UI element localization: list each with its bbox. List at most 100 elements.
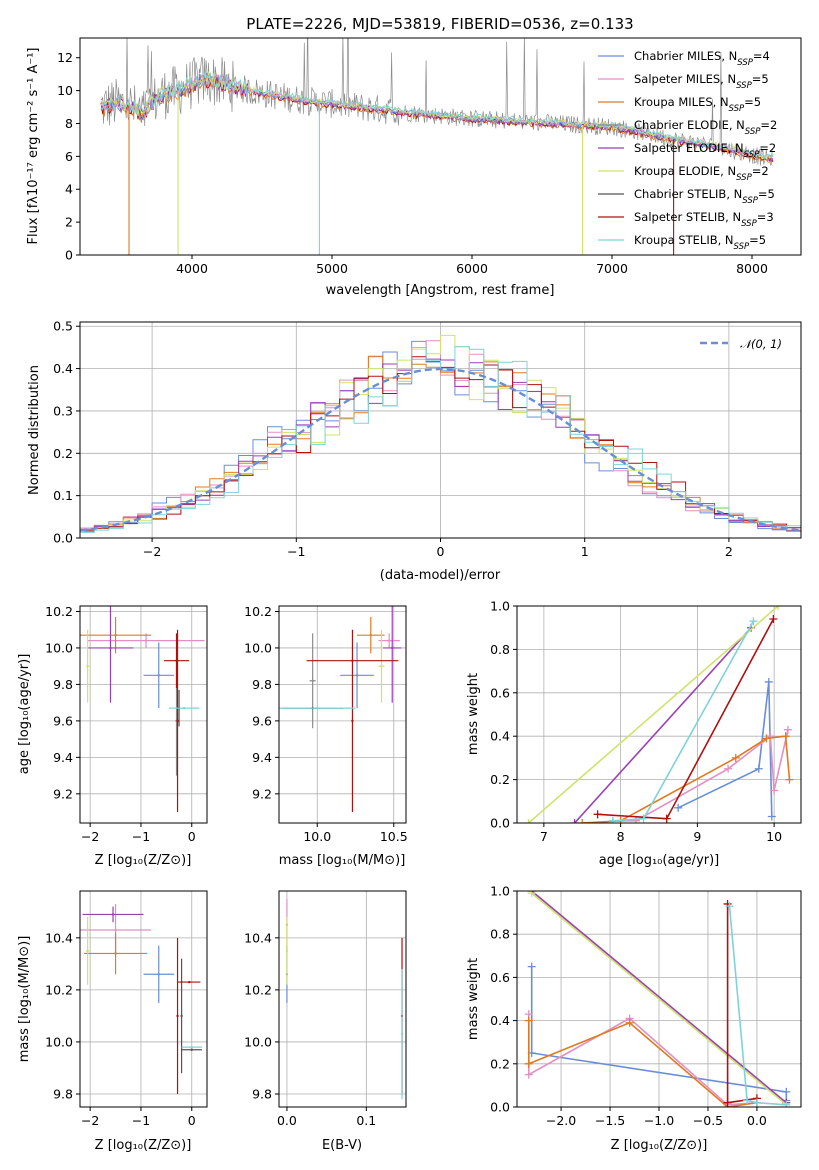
weight_vs_age-ytick-label-1: 0.2	[490, 772, 510, 787]
mass_vs_ebv-ytick-label-2: 10.2	[244, 982, 272, 997]
age-vs-mass-plot-area	[279, 606, 406, 823]
weight_vs_age-marker-kroupa_miles-0	[578, 819, 587, 823]
mass_vs_Z-ytick-label-0: 9.8	[53, 1086, 73, 1101]
age_vs_Z-xtick-label-2: 0	[188, 829, 196, 844]
weight_vs_age-marker-salpeter_miles-5	[783, 725, 792, 734]
spectrum-ylabel: Flux [fλ10⁻¹⁷ erg cm⁻² s⁻¹ A⁻¹]	[26, 48, 41, 245]
weight_vs_age-marker-chabrier_miles-3	[767, 812, 776, 821]
age_vs_mass-point-2	[369, 633, 373, 637]
residuals-xtick-label-3: 1	[581, 544, 589, 559]
weight_vs_age-marker-salpeter_elodie-0	[570, 819, 579, 823]
weight_vs_Z-marker-kroupa_stelib-2	[752, 1098, 761, 1107]
residual-plot-area	[80, 322, 801, 538]
spectrum-panel: PLATE=2226, MJD=53819, FIBERID=0536, z=0…	[26, 15, 802, 298]
weight_vs_age-line-kroupa_stelib	[612, 620, 755, 822]
weight-vs-age-ylabel: mass weight	[466, 673, 481, 755]
age_vs_Z-ytick-label-4: 10.0	[45, 640, 73, 655]
spectrum-legend-label-7: Salpeter STELIB, NSSP=3	[634, 210, 774, 229]
weight_vs_age-ytick-label-3: 0.6	[490, 685, 510, 700]
weight_vs_Z-line-kroupa_stelib	[728, 906, 787, 1106]
weight_vs_age-line-salpeter_miles	[612, 729, 789, 822]
residual-hist-salpeter_elodie	[80, 347, 801, 532]
weight_vs_Z-ytick-label-3: 0.6	[490, 970, 510, 985]
spectrum-model-kroupa_stelib	[100, 70, 774, 160]
mass-vs-metallicity-ylabel: mass [log₁₀(M/M⊙)]	[17, 936, 32, 1063]
weight_vs_age-ytick-label-5: 1.0	[490, 599, 510, 614]
age_vs_Z-point-8	[176, 719, 179, 723]
mass_vs_ebv-ytick-label-1: 10.0	[244, 1034, 272, 1049]
weight-vs-metallicity-xlabel: Z [log₁₀(Z/Z⊙)]	[611, 1138, 708, 1153]
weight_vs_age-marker-chabrier_miles-1	[754, 764, 763, 773]
weight_vs_Z-marker-kroupa_miles-0	[524, 1016, 533, 1025]
spectrum-xlabel: wavelength [Angstrom, rest frame]	[326, 283, 555, 298]
weight_vs_Z-xtick-label-1: −1.5	[595, 1113, 625, 1128]
residual-ylabel: Normed distribution	[27, 365, 42, 495]
weight-vs-age-axes-frame	[516, 605, 802, 824]
mass-vs-metallicity-panel: Z [log₁₀(Z/Z⊙)] mass [log₁₀(M/M⊙)] −2 −1 0…	[17, 890, 208, 1153]
age_vs_mass-xtick-label-1: 10.5	[380, 829, 408, 844]
spectrum-ytick-label-3: 6	[65, 149, 73, 164]
residuals-ytick-label-2: 0.2	[53, 446, 73, 461]
weight_vs_age-marker-salpeter_miles-1	[631, 816, 640, 823]
mass_vs_Z-ytick-label-1: 10.0	[45, 1034, 73, 1049]
residual-xlabel: (data-model)/error	[380, 568, 501, 583]
mass-vs-metallicity-axes-frame	[79, 890, 208, 1108]
mass_vs_Z-point-7	[188, 980, 191, 984]
spectrum-legend-label-8: Kroupa STELIB, NSSP=5	[634, 233, 766, 252]
mass_vs_Z-ytick-label-2: 10.2	[45, 982, 73, 997]
mass_vs_Z-point-1	[114, 928, 117, 932]
weight_vs_Z-xtick-label-4: 0.0	[747, 1113, 767, 1128]
weight_vs_Z-marker-chabrier_miles-0	[527, 962, 536, 971]
age_vs_Z-ytick-label-0: 9.2	[53, 786, 73, 801]
weight_vs_Z-xtick-label-3: −0.5	[693, 1113, 723, 1128]
age_vs_mass-point-8	[351, 659, 354, 662]
spectrum-legend-label-1: Salpeter MILES, NSSP=5	[634, 72, 769, 91]
mass-vs-ebv-panel: E(B-V) 0.0 0.1 9.8 10.0 10.2 10.4	[244, 890, 407, 1153]
age_vs_mass-point-3	[311, 679, 314, 682]
residuals-xtick-label-2: 0	[437, 544, 445, 559]
weight_vs_age-marker-kroupa_stelib-0	[608, 816, 617, 823]
spectrum-ytick-label-2: 4	[65, 182, 73, 197]
residual-gaussian-curve	[80, 367, 801, 532]
weight_vs_age-marker-kroupa_stelib-1	[639, 814, 648, 823]
mass_vs_ebv-point-4	[400, 1032, 404, 1036]
age_vs_mass-ytick-label-1: 9.4	[252, 750, 272, 765]
residual-panel: (data-model)/error Normed distribution −…	[27, 319, 802, 583]
weight_vs_Z-marker-kroupa_stelib-0	[725, 902, 734, 911]
weight_vs_age-marker-kroupa_miles-3	[762, 734, 771, 743]
age_vs_mass-point-7	[351, 719, 354, 723]
mass_vs_ebv-ytick-label-0: 9.8	[252, 1086, 272, 1101]
weight_vs_age-line-chabrier_miles	[677, 681, 773, 817]
mass_vs_ebv-xtick-label-0: 0.0	[277, 1113, 297, 1128]
weight_vs_age-marker-salpeter_miles-2	[724, 764, 733, 773]
age_vs_mass-point-4	[391, 646, 394, 650]
weight_vs_Z-xtick-label-2: −1.0	[644, 1113, 674, 1128]
spectrum-xtick-label-4: 8000	[736, 261, 768, 276]
spectrum-title: PLATE=2226, MJD=53819, FIBERID=0536, z=0…	[246, 15, 633, 33]
age_vs_Z-point-5	[86, 664, 89, 668]
mass-vs-metallicity-plot-area	[80, 891, 207, 1107]
age_vs_mass-ytick-label-0: 9.2	[252, 786, 272, 801]
age-vs-mass-axes-frame	[278, 605, 407, 824]
age_vs_Z-point-2	[114, 633, 117, 637]
weight_vs_age-marker-kroupa_miles-5	[785, 775, 794, 784]
mass_vs_Z-point-8	[190, 1048, 193, 1051]
weight_vs_Z-ytick-label-2: 0.4	[490, 1013, 510, 1028]
weight_vs_age-marker-kroupa_elodie-0	[524, 819, 533, 823]
spectrum-legend-label-6: Chabrier STELIB, NSSP=5	[634, 187, 775, 206]
age_vs_mass-point-0	[355, 674, 359, 677]
age-vs-mass-panel: mass [log₁₀(M/M⊙)] 10.0 10.5 9.2 9.4 9.6 9.8 1…	[244, 604, 408, 868]
mass-vs-metallicity-xlabel: Z [log₁₀(Z/Z⊙)]	[95, 1138, 192, 1153]
weight_vs_age-line-salpeter_elodie	[574, 627, 752, 823]
weight_vs_age-line-kroupa_elodie	[527, 606, 779, 823]
weight-vs-age-panel: age [log₁₀(age/yr)] mass weight 7 8 9 10 0.0…	[466, 599, 802, 868]
residual-hist-kroupa_stelib	[80, 346, 801, 533]
residuals-ytick-label-4: 0.4	[53, 361, 73, 376]
age_vs_Z-point-4	[109, 646, 112, 650]
age_vs_Z-ytick-label-3: 9.8	[53, 677, 73, 692]
age-vs-metallicity-plot-area	[80, 606, 207, 823]
age-vs-metallicity-axes-frame	[79, 605, 208, 824]
mass-vs-ebv-plot-area	[279, 891, 406, 1107]
spectrum-legend-label-4: Salpeter ELODIE, NSSP=2	[634, 141, 776, 160]
weight_vs_Z-marker-salpeter_miles-1	[524, 1070, 533, 1079]
